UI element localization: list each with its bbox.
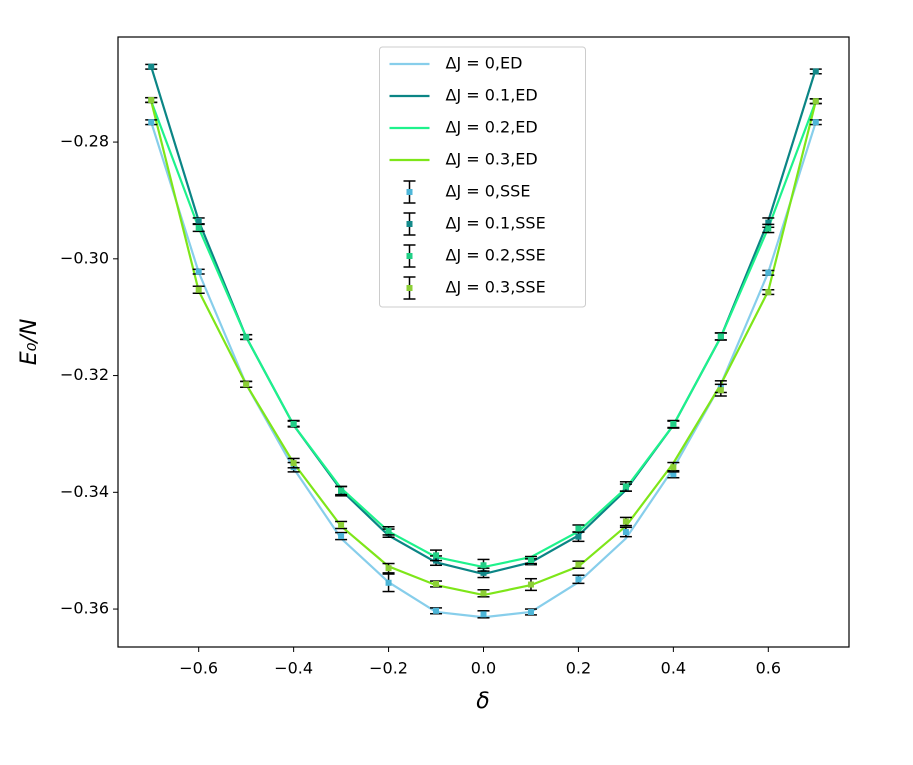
x-tick-label: −0.6	[179, 659, 218, 678]
y-tick-label: −0.36	[60, 599, 109, 618]
sse-marker	[290, 460, 297, 467]
sse-marker	[338, 487, 345, 494]
sse-marker	[195, 286, 202, 293]
sse-marker	[575, 525, 582, 532]
sse-marker	[243, 381, 250, 388]
x-tick-label: 0.4	[661, 659, 686, 678]
sse-marker	[148, 63, 155, 70]
sse-marker	[622, 529, 629, 536]
sse-marker	[670, 464, 677, 471]
x-tick-label: 0.6	[756, 659, 781, 678]
legend-swatch	[406, 285, 413, 291]
sse-marker	[670, 421, 677, 428]
legend-swatch	[406, 253, 413, 259]
sse-marker	[765, 289, 772, 296]
sse-marker	[575, 561, 582, 568]
x-axis-label: δ	[476, 689, 489, 714]
sse-marker	[433, 580, 440, 587]
x-tick-label: 0.0	[471, 659, 496, 678]
sse-marker	[290, 421, 297, 428]
sse-marker	[385, 565, 392, 572]
legend-swatch	[406, 189, 413, 195]
sse-marker	[480, 569, 487, 576]
sse-marker	[480, 611, 487, 618]
sse-marker	[195, 217, 202, 224]
y-axis-label: E₀/N	[17, 319, 42, 366]
legend-box	[379, 46, 586, 308]
sse-marker	[765, 225, 772, 232]
legend-label: ΔJ = 0.2,SSE	[446, 246, 546, 265]
y-tick-label: −0.32	[60, 365, 109, 384]
sse-marker	[480, 590, 487, 597]
sse-marker	[243, 334, 250, 341]
sse-marker	[148, 119, 155, 126]
legend-label: ΔJ = 0.1,ED	[446, 86, 538, 105]
sse-marker	[433, 552, 440, 559]
sse-marker	[812, 68, 819, 75]
y-tick-label: −0.28	[60, 132, 109, 151]
legend-swatch	[406, 221, 413, 227]
plot-frame	[117, 36, 850, 648]
sse-marker	[480, 562, 487, 569]
sse-marker	[717, 333, 724, 340]
sse-marker	[338, 533, 345, 540]
sse-marker	[765, 219, 772, 226]
legend-label: ΔJ = 0.1,SSE	[446, 214, 546, 233]
sse-marker	[195, 268, 202, 275]
legend-label: ΔJ = 0.2,ED	[446, 118, 538, 137]
sse-marker	[575, 533, 582, 540]
sse-marker	[385, 579, 392, 586]
sse-marker	[433, 607, 440, 614]
sse-marker	[575, 576, 582, 583]
y-tick-label: −0.30	[60, 248, 109, 267]
legend-label: ΔJ = 0,ED	[446, 54, 523, 73]
sse-marker	[195, 224, 202, 231]
sse-marker	[812, 98, 819, 105]
sse-marker	[338, 522, 345, 528]
sse-marker	[527, 608, 534, 615]
legend-label: ΔJ = 0,SSE	[446, 182, 531, 201]
sse-marker	[765, 269, 772, 276]
y-tick-label: −0.34	[60, 482, 109, 501]
x-tick-label: 0.2	[566, 659, 591, 678]
sse-marker	[527, 581, 534, 588]
legend-label: ΔJ = 0.3,SSE	[446, 278, 546, 297]
sse-marker	[622, 483, 629, 490]
sse-marker	[717, 387, 724, 394]
sse-marker	[670, 471, 677, 478]
sse-marker	[622, 518, 629, 525]
sse-marker	[527, 557, 534, 564]
x-tick-label: −0.4	[274, 659, 313, 678]
sse-marker	[385, 527, 392, 534]
x-tick-label: −0.2	[369, 659, 408, 678]
sse-marker	[148, 97, 155, 104]
legend-label: ΔJ = 0.3,ED	[446, 150, 538, 169]
sse-marker	[812, 119, 819, 126]
